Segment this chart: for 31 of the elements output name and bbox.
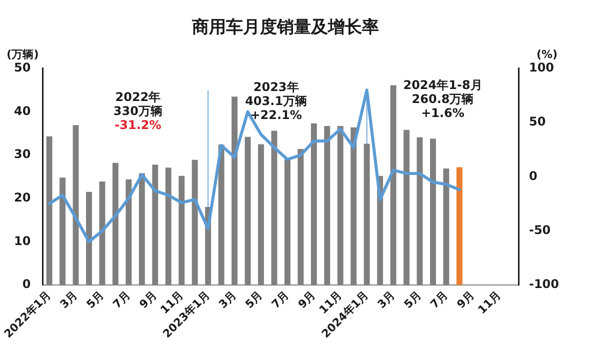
y2-tick-label: 50 [528, 114, 546, 129]
x-tick-label: 9月 [136, 288, 160, 312]
x-tick-label: 3月 [375, 288, 398, 312]
annotation: 2022年 330万辆 -31.2% [113, 90, 162, 132]
y-tick-label: 20 [14, 190, 31, 205]
annotation: 2023年 403.1万辆 +22.1% [245, 80, 308, 122]
x-tick-label: 11月 [475, 288, 504, 316]
y-tick-label: 10 [14, 234, 31, 248]
y-axis-title: (万辆) [6, 48, 39, 61]
x-tick-label: 7月 [269, 288, 292, 312]
annotation: 2024年1-8月 260.8万辆 +1.6% [403, 78, 482, 120]
x-tick-label: 3月 [216, 288, 239, 312]
y-tick-label: 50 [14, 60, 31, 75]
x-tick-label: 9月 [296, 288, 318, 312]
y2-tick-label: 0 [528, 168, 538, 183]
x-tick-label: 5月 [84, 288, 106, 312]
x-tick-label: 7月 [428, 288, 450, 312]
y2-tick-label: -100 [528, 277, 559, 292]
x-tick-label: 9月 [454, 288, 477, 312]
y-tick-label: 30 [14, 147, 31, 162]
y-tick-label: 40 [14, 104, 31, 118]
x-tick-label: 5月 [402, 288, 424, 312]
y-tick-label: 0 [22, 277, 31, 292]
y2-axis-title: (%) [536, 48, 558, 61]
chart-title: 商用车月度销量及增长率 [191, 18, 379, 38]
x-tick-label: 7月 [110, 288, 133, 312]
x-tick-label: 5月 [242, 288, 266, 312]
y2-tick-label: 100 [528, 60, 554, 75]
x-tick-label: 3月 [58, 288, 80, 312]
y2-tick-label: -50 [528, 223, 551, 238]
bar [456, 167, 462, 286]
